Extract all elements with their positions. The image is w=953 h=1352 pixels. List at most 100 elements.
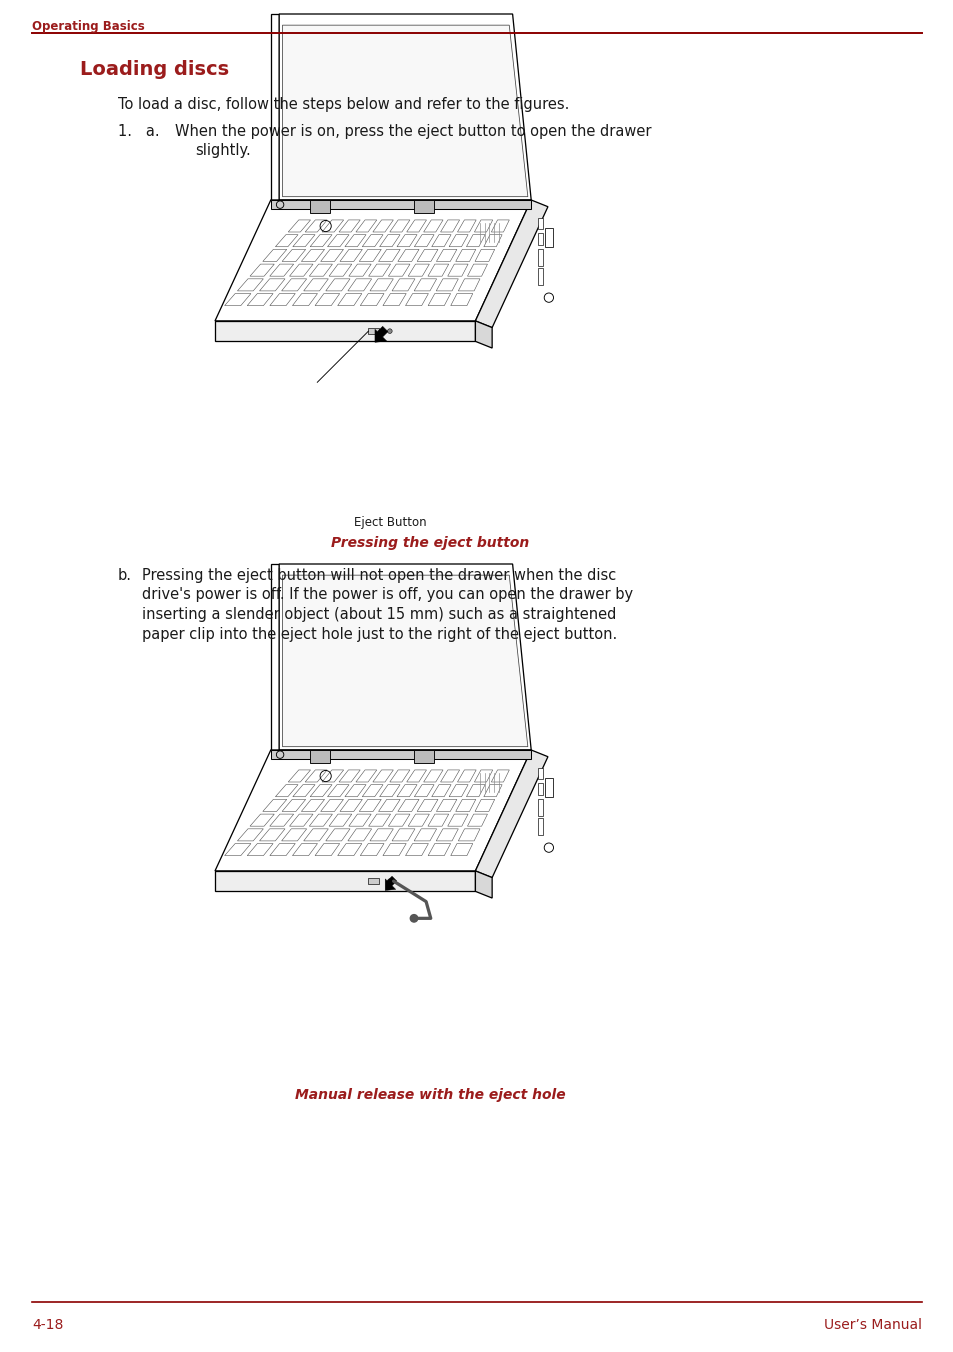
Polygon shape — [491, 769, 509, 781]
Bar — [544, 777, 552, 796]
Polygon shape — [362, 784, 383, 796]
Polygon shape — [214, 320, 475, 341]
Polygon shape — [345, 235, 366, 246]
Polygon shape — [355, 769, 376, 781]
Bar — [367, 329, 378, 334]
Polygon shape — [337, 293, 361, 306]
Polygon shape — [250, 264, 274, 276]
Text: Pressing the eject button will not open the drawer when the disc: Pressing the eject button will not open … — [142, 568, 616, 583]
Polygon shape — [310, 750, 330, 763]
Polygon shape — [271, 564, 279, 750]
Polygon shape — [309, 264, 332, 276]
Polygon shape — [440, 220, 459, 233]
Polygon shape — [466, 784, 485, 796]
Bar — [537, 818, 542, 834]
Polygon shape — [406, 769, 426, 781]
Bar — [537, 234, 542, 245]
Polygon shape — [428, 844, 450, 856]
Polygon shape — [281, 279, 306, 291]
Polygon shape — [375, 326, 388, 342]
Polygon shape — [378, 249, 399, 261]
Polygon shape — [305, 220, 327, 233]
Polygon shape — [396, 784, 416, 796]
Polygon shape — [309, 814, 332, 826]
Polygon shape — [262, 249, 287, 261]
Polygon shape — [368, 264, 390, 276]
Text: Operating Basics: Operating Basics — [32, 20, 145, 32]
Polygon shape — [314, 293, 339, 306]
Polygon shape — [327, 784, 349, 796]
Polygon shape — [416, 249, 437, 261]
Polygon shape — [475, 320, 492, 347]
Polygon shape — [282, 575, 527, 746]
Polygon shape — [270, 264, 294, 276]
Polygon shape — [457, 769, 476, 781]
Bar — [537, 768, 542, 779]
Text: Manual release with the eject hole: Manual release with the eject hole — [294, 1088, 565, 1102]
Polygon shape — [428, 264, 448, 276]
Polygon shape — [414, 829, 436, 841]
Polygon shape — [428, 293, 450, 306]
Text: inserting a slender object (about 15 mm) such as a straightened: inserting a slender object (about 15 mm)… — [142, 607, 616, 622]
Polygon shape — [483, 235, 501, 246]
Polygon shape — [320, 799, 343, 811]
Polygon shape — [457, 220, 476, 233]
Polygon shape — [432, 784, 451, 796]
Text: drive's power is off. If the power is off, you can open the drawer by: drive's power is off. If the power is of… — [142, 588, 633, 603]
Polygon shape — [373, 220, 393, 233]
Polygon shape — [388, 264, 410, 276]
Polygon shape — [397, 249, 418, 261]
Polygon shape — [382, 844, 406, 856]
Polygon shape — [271, 750, 531, 760]
Polygon shape — [282, 26, 527, 196]
Polygon shape — [275, 784, 297, 796]
Polygon shape — [289, 264, 313, 276]
Polygon shape — [456, 249, 476, 261]
Text: Eject Button: Eject Button — [354, 516, 426, 529]
Polygon shape — [457, 279, 479, 291]
Text: User’s Manual: User’s Manual — [823, 1318, 921, 1332]
Polygon shape — [349, 814, 371, 826]
Polygon shape — [270, 293, 295, 306]
Text: slightly.: slightly. — [194, 143, 251, 158]
Polygon shape — [289, 814, 313, 826]
Polygon shape — [449, 784, 468, 796]
Polygon shape — [288, 769, 311, 781]
Polygon shape — [355, 220, 376, 233]
Polygon shape — [474, 769, 493, 781]
Polygon shape — [224, 293, 251, 306]
Polygon shape — [339, 799, 362, 811]
Polygon shape — [436, 799, 456, 811]
Text: 4-18: 4-18 — [32, 1318, 63, 1332]
Polygon shape — [440, 769, 459, 781]
Polygon shape — [466, 235, 485, 246]
Polygon shape — [359, 799, 381, 811]
Polygon shape — [370, 279, 393, 291]
Polygon shape — [282, 249, 305, 261]
Text: paper clip into the eject hole just to the right of the eject button.: paper clip into the eject hole just to t… — [142, 626, 617, 641]
Polygon shape — [275, 235, 297, 246]
Polygon shape — [270, 844, 295, 856]
Polygon shape — [301, 249, 324, 261]
Polygon shape — [322, 769, 343, 781]
Polygon shape — [414, 235, 434, 246]
Polygon shape — [388, 814, 410, 826]
Polygon shape — [408, 264, 429, 276]
Polygon shape — [301, 799, 324, 811]
Polygon shape — [338, 220, 360, 233]
Polygon shape — [405, 844, 428, 856]
Polygon shape — [320, 249, 343, 261]
Polygon shape — [337, 844, 361, 856]
Polygon shape — [373, 769, 393, 781]
Bar — [537, 249, 542, 266]
Polygon shape — [405, 293, 428, 306]
Polygon shape — [348, 279, 372, 291]
Polygon shape — [382, 293, 406, 306]
Polygon shape — [436, 829, 457, 841]
Polygon shape — [259, 279, 285, 291]
Polygon shape — [390, 220, 410, 233]
Bar — [537, 783, 542, 795]
Polygon shape — [339, 249, 362, 261]
Polygon shape — [237, 279, 263, 291]
Polygon shape — [314, 844, 339, 856]
